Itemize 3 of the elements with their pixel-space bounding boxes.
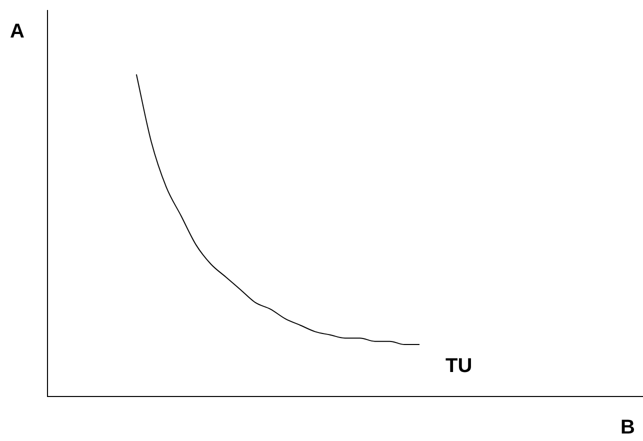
annotation: TU — [446, 355, 472, 378]
y-axis-title: A — [10, 20, 24, 43]
x-axis-title: B — [620, 416, 635, 439]
